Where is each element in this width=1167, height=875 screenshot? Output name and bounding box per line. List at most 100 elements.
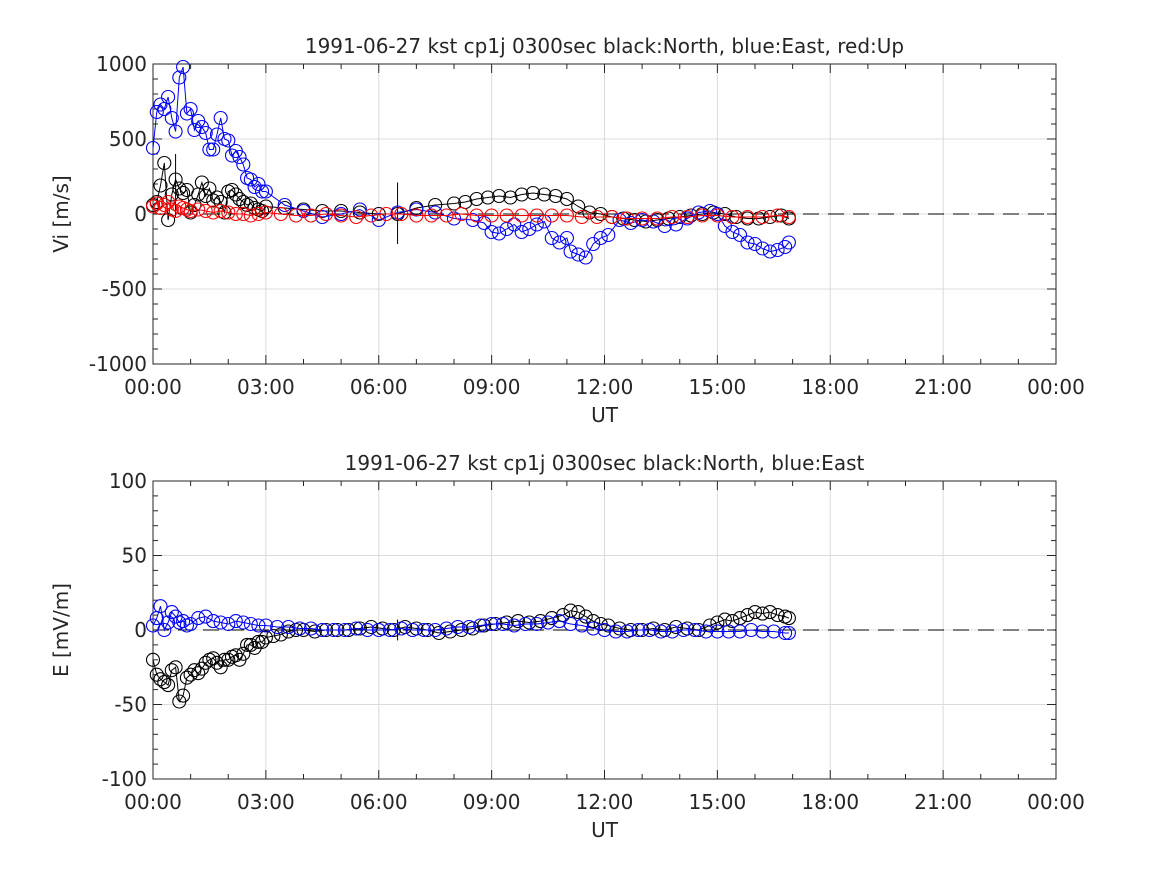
data-point bbox=[518, 616, 533, 632]
data-point bbox=[462, 619, 477, 635]
data-point bbox=[251, 618, 266, 633]
data-point bbox=[717, 206, 732, 222]
data-point bbox=[559, 191, 574, 207]
data-point bbox=[221, 616, 236, 632]
data-point bbox=[258, 205, 273, 220]
data-point bbox=[224, 182, 240, 198]
data-point bbox=[153, 178, 168, 193]
data-point bbox=[778, 239, 793, 255]
data-point bbox=[740, 209, 755, 225]
data-point bbox=[191, 611, 206, 626]
data-point bbox=[589, 209, 605, 225]
y-tick-label: 0 bbox=[134, 618, 147, 642]
data-point bbox=[349, 621, 364, 636]
data-point bbox=[653, 624, 668, 639]
data-point bbox=[236, 157, 251, 172]
data-point bbox=[770, 608, 785, 623]
data-point bbox=[251, 206, 266, 222]
data-point bbox=[571, 605, 586, 620]
data-point bbox=[725, 224, 740, 240]
data-point bbox=[514, 224, 529, 240]
data-point bbox=[747, 236, 763, 252]
data-point bbox=[747, 605, 763, 620]
data-point bbox=[228, 614, 243, 629]
data-point bbox=[183, 667, 198, 682]
y-tick-label: 100 bbox=[109, 469, 147, 493]
data-point bbox=[503, 190, 518, 205]
data-point bbox=[604, 209, 620, 225]
data-point bbox=[507, 217, 522, 232]
data-point bbox=[334, 203, 349, 219]
x-tick-label: 00:00 bbox=[124, 790, 182, 814]
data-point bbox=[781, 625, 796, 641]
y-tick-label: 1000 bbox=[96, 52, 147, 76]
data-point bbox=[228, 187, 243, 202]
data-point bbox=[273, 627, 288, 642]
data-point bbox=[533, 614, 548, 629]
data-point bbox=[251, 634, 266, 649]
data-point bbox=[360, 622, 375, 638]
data-point bbox=[243, 172, 258, 187]
data-point bbox=[612, 621, 627, 636]
data-point bbox=[612, 212, 627, 228]
data-point bbox=[755, 209, 770, 225]
data-point bbox=[337, 622, 352, 638]
x-tick-label: 12:00 bbox=[576, 375, 634, 399]
x-tick-label: 03:00 bbox=[237, 790, 295, 814]
data-point bbox=[484, 616, 499, 632]
data-point bbox=[168, 172, 183, 187]
data-point bbox=[191, 666, 206, 681]
data-point bbox=[236, 206, 251, 222]
x-tick-label: 21:00 bbox=[914, 790, 972, 814]
x-tick-label: 03:00 bbox=[237, 375, 295, 399]
x-tick-label: 06:00 bbox=[350, 790, 408, 814]
data-point bbox=[172, 181, 187, 196]
x-tick-label: 15:00 bbox=[689, 375, 747, 399]
data-point bbox=[631, 622, 646, 638]
data-point bbox=[164, 663, 179, 678]
data-point bbox=[439, 621, 454, 636]
data-point bbox=[657, 218, 672, 234]
data-point bbox=[552, 614, 567, 629]
data-point bbox=[176, 614, 191, 629]
data-point bbox=[650, 211, 665, 226]
y-tick-label: 50 bbox=[122, 544, 147, 568]
data-point bbox=[781, 209, 796, 225]
data-point bbox=[428, 622, 443, 638]
data-point bbox=[168, 203, 183, 219]
data-point bbox=[251, 176, 266, 192]
data-point bbox=[206, 651, 221, 666]
data-point bbox=[725, 209, 740, 225]
data-point bbox=[721, 624, 736, 639]
data-point bbox=[484, 208, 499, 223]
data-point bbox=[161, 678, 176, 693]
data-point bbox=[236, 615, 251, 630]
data-point bbox=[480, 190, 495, 205]
data-point bbox=[183, 101, 198, 117]
data-point bbox=[416, 622, 431, 638]
data-point bbox=[303, 208, 319, 223]
axis-ticks bbox=[152, 480, 1057, 780]
data-point bbox=[428, 197, 443, 213]
data-point bbox=[563, 244, 578, 259]
data-point bbox=[766, 624, 781, 639]
data-point bbox=[221, 133, 236, 148]
data-point bbox=[168, 660, 183, 675]
data-point bbox=[702, 203, 717, 219]
data-point bbox=[635, 211, 650, 226]
x-tick-label: 15:00 bbox=[689, 790, 747, 814]
data-point bbox=[382, 622, 398, 638]
data-point bbox=[578, 609, 593, 624]
data-point bbox=[172, 70, 187, 85]
data-point bbox=[744, 622, 759, 638]
data-point bbox=[593, 206, 608, 222]
x-tick-label: 00:00 bbox=[1027, 375, 1085, 399]
data-point bbox=[303, 621, 319, 636]
data-point bbox=[394, 206, 409, 222]
data-point bbox=[710, 208, 725, 223]
data-point bbox=[349, 209, 364, 225]
data-point bbox=[529, 616, 544, 632]
data-point bbox=[593, 230, 608, 246]
data-point bbox=[157, 197, 172, 213]
data-point bbox=[145, 199, 161, 214]
